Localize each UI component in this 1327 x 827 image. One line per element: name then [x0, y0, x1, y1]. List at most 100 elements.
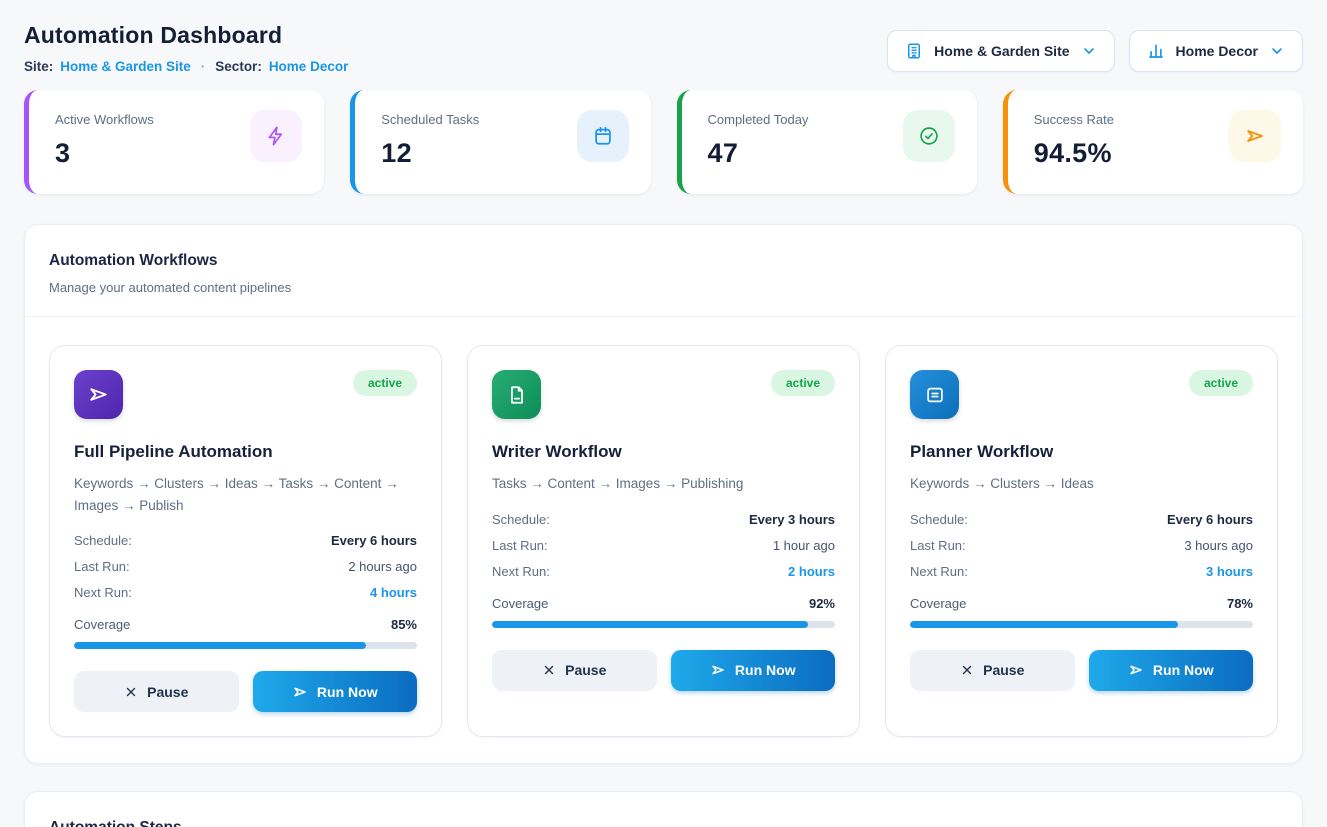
status-badge: active — [770, 370, 835, 396]
close-icon — [542, 663, 556, 677]
coverage-progressbar — [492, 620, 835, 628]
stat-card-completed-today: Completed Today 47 — [676, 90, 977, 194]
pause-button[interactable]: Pause — [492, 649, 657, 691]
run-now-button-label: Run Now — [734, 662, 796, 679]
coverage-percent: 78% — [1226, 595, 1253, 611]
site-link[interactable]: Home & Garden Site — [60, 59, 191, 74]
workflows-grid: active Full Pipeline Automation Keywords… — [25, 317, 1302, 763]
send-icon — [74, 370, 123, 419]
workflows-panel-header: Automation Workflows Manage your automat… — [25, 225, 1302, 316]
schedule-row: Schedule: Every 6 hours — [910, 512, 1253, 527]
pause-button[interactable]: Pause — [74, 671, 239, 713]
chevron-down-icon — [1269, 43, 1285, 59]
next-run-row: Next Run: 3 hours — [910, 564, 1253, 579]
pause-button[interactable]: Pause — [910, 649, 1075, 691]
run-now-button-label: Run Now — [316, 683, 378, 700]
workflows-panel: Automation Workflows Manage your automat… — [24, 224, 1303, 765]
workflows-panel-title: Automation Workflows — [49, 252, 218, 269]
workflow-card-head: active — [910, 370, 1253, 419]
coverage-section: Coverage 85% — [74, 617, 417, 650]
workflow-pipeline: Keywords → Clusters → Ideas → Tasks → Co… — [74, 476, 399, 513]
schedule-row: Schedule: Every 6 hours — [74, 533, 417, 548]
coverage-label: Coverage — [910, 595, 967, 611]
sector-selector-dropdown[interactable]: Home Decor — [1128, 30, 1303, 72]
last-run-label: Last Run: — [910, 537, 966, 553]
workflow-card-writer: active Writer Workflow Tasks → Content →… — [467, 345, 860, 738]
coverage-progress-fill — [492, 620, 808, 628]
stat-label: Success Rate — [1033, 112, 1114, 127]
coverage-section: Coverage 78% — [910, 596, 1253, 628]
last-run-row: Last Run: 2 hours ago — [74, 559, 417, 574]
next-run-label: Next Run: — [74, 585, 132, 601]
run-now-button[interactable]: Run Now — [1088, 649, 1253, 691]
schedule-label: Schedule: — [492, 511, 550, 527]
sector-link[interactable]: Home Decor — [268, 59, 349, 74]
site-selector-dropdown[interactable]: Home & Garden Site — [887, 30, 1115, 72]
workflow-meta: Schedule: Every 6 hours Last Run: 3 hour… — [910, 512, 1253, 579]
header-selectors: Home & Garden Site Home Decor — [887, 30, 1303, 72]
next-run-value: 2 hours — [788, 563, 835, 579]
stat-label: Active Workflows — [55, 112, 154, 127]
coverage-row: Coverage 85% — [74, 617, 417, 632]
topbar: Automation Dashboard Site: Home & Garden… — [24, 22, 1303, 74]
sector-selector-label: Home Decor — [1175, 43, 1258, 59]
next-run-label: Next Run: — [492, 563, 550, 579]
stat-value: 94.5% — [1033, 138, 1112, 168]
header-left: Automation Dashboard Site: Home & Garden… — [24, 22, 348, 74]
stat-card-success-rate: Success Rate 94.5% — [1002, 90, 1303, 194]
last-run-value: 1 hour ago — [772, 537, 835, 553]
run-now-button[interactable]: Run Now — [670, 649, 835, 691]
last-run-label: Last Run: — [492, 537, 548, 553]
next-run-row: Next Run: 2 hours — [492, 564, 835, 579]
next-run-label: Next Run: — [910, 563, 968, 579]
last-run-row: Last Run: 3 hours ago — [910, 538, 1253, 553]
workflow-title: Writer Workflow — [492, 442, 622, 461]
schedule-label: Schedule: — [74, 533, 132, 549]
next-run-value: 4 hours — [370, 585, 417, 601]
stat-card-active-workflows: Active Workflows 3 — [24, 90, 325, 194]
pause-button-label: Pause — [147, 683, 189, 700]
stat-label: Completed Today — [707, 112, 809, 127]
run-now-button[interactable]: Run Now — [252, 671, 417, 713]
send-icon — [292, 684, 308, 700]
panel-divider — [25, 316, 1302, 317]
stat-value: 12 — [381, 138, 412, 168]
send-icon — [1128, 662, 1144, 678]
site-label: Site: — [24, 59, 54, 74]
workflow-meta: Schedule: Every 6 hours Last Run: 2 hour… — [74, 533, 417, 600]
schedule-label: Schedule: — [910, 511, 968, 527]
workflow-pipeline: Keywords → Clusters → Ideas — [910, 476, 1094, 491]
next-run-value: 3 hours — [1206, 563, 1253, 579]
stat-value: 3 — [55, 138, 71, 168]
stat-card-scheduled-tasks: Scheduled Tasks 12 — [350, 90, 651, 194]
coverage-percent: 85% — [390, 617, 417, 633]
schedule-value: Every 3 hours — [749, 511, 835, 527]
stat-label: Scheduled Tasks — [381, 112, 480, 127]
coverage-progressbar — [910, 620, 1253, 628]
workflow-actions: Pause Run Now — [74, 671, 417, 713]
breadcrumb-dot: · — [200, 59, 206, 74]
steps-panel-title: Automation Steps — [49, 819, 1278, 827]
workflow-actions: Pause Run Now — [492, 649, 835, 691]
file-icon — [492, 370, 541, 419]
list-icon — [910, 370, 959, 419]
stats-row: Active Workflows 3 Scheduled Tasks 12 Co… — [24, 90, 1303, 194]
chevron-down-icon — [1081, 43, 1097, 59]
check-circle-icon — [902, 110, 955, 162]
breadcrumb: Site: Home & Garden Site · Sector: Home … — [24, 59, 348, 74]
coverage-progress-fill — [74, 642, 366, 650]
coverage-label: Coverage — [492, 595, 549, 611]
workflow-title: Planner Workflow — [910, 442, 1054, 461]
coverage-row: Coverage 92% — [492, 596, 835, 611]
workflow-meta: Schedule: Every 3 hours Last Run: 1 hour… — [492, 512, 835, 579]
workflow-card-head: active — [492, 370, 835, 419]
send-icon — [710, 662, 726, 678]
pause-button-label: Pause — [983, 662, 1025, 679]
coverage-label: Coverage — [74, 617, 131, 633]
last-run-label: Last Run: — [74, 559, 130, 575]
workflow-card-head: active — [74, 370, 417, 419]
workflow-pipeline: Tasks → Content → Images → Publishing — [492, 476, 744, 491]
schedule-value: Every 6 hours — [331, 533, 417, 549]
sector-label: Sector: — [215, 59, 262, 74]
